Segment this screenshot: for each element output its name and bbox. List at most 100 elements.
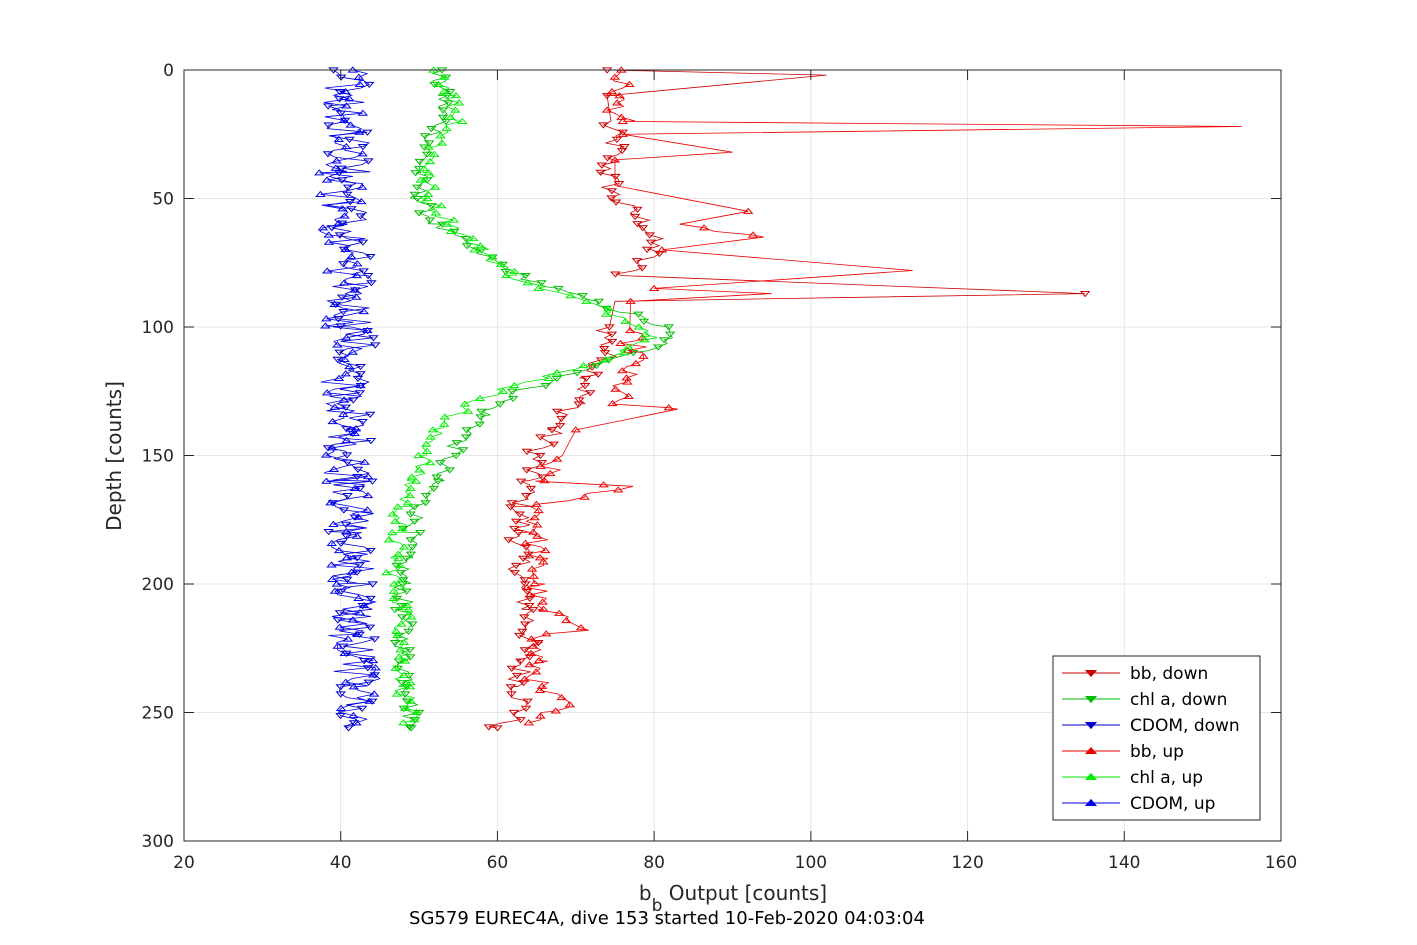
data-point [507,395,519,403]
data-point [509,381,520,389]
data-point [508,525,520,533]
data-point [507,388,518,395]
data-point [449,106,461,113]
data-point [351,293,362,300]
data-point [603,304,614,312]
data-point [540,546,551,554]
data-point [411,184,423,191]
data-point [437,107,449,114]
data-point [610,199,622,206]
data-point [556,415,567,423]
x-tick-label: 20 [173,853,195,873]
data-point [599,350,611,357]
data-point [637,225,649,232]
data-point [418,165,430,172]
data-point [405,725,417,732]
data-point [405,511,416,518]
data-point [538,605,549,612]
data-point [323,238,335,245]
data-point [595,169,606,176]
data-point [579,493,590,500]
data-point [524,595,536,602]
data-point [388,580,400,587]
series-line [523,69,1242,724]
data-point [533,656,545,664]
y-tick-label: 300 [142,832,174,852]
data-point [570,426,582,433]
data-point [519,621,531,628]
data-point [551,455,563,462]
data-point [623,343,634,350]
data-point [405,537,416,544]
data-point [327,575,338,582]
data-point [398,543,410,550]
data-point [358,268,369,275]
data-point [389,607,401,614]
series-chl-a-down [389,67,676,732]
data-point [521,467,533,474]
data-point [514,511,526,518]
data-point [321,176,333,183]
data-point [600,310,612,317]
data-point [322,151,334,158]
x-axis-label: bb Output [counts] [639,881,827,916]
data-point [636,265,648,272]
data-point [322,445,334,452]
data-point [513,632,525,640]
data-point [407,621,418,628]
data-point [342,184,354,191]
data-point [573,401,584,408]
data-point [340,245,351,252]
data-point [351,271,363,279]
data-point [338,279,350,286]
data-point [611,136,623,143]
data-point [358,601,370,609]
data-point [349,429,361,436]
data-point [520,273,531,280]
data-point [387,510,398,517]
data-point [580,375,592,383]
data-point [370,664,381,671]
data-point [638,318,650,325]
data-point [395,646,406,653]
data-point [329,300,340,307]
data-point [653,344,664,351]
data-point [413,210,425,217]
data-point [509,267,520,275]
legend-entry-label: CDOM, down [1130,716,1240,736]
data-point [321,389,333,396]
data-point [356,705,368,712]
data-point [329,587,341,594]
data-point [338,261,349,268]
data-point [506,691,517,698]
data-point [338,396,350,403]
data-point [632,206,643,213]
data-point [365,254,376,261]
data-point [346,252,357,260]
data-point [565,292,576,299]
data-point [564,701,576,708]
data-point [424,217,436,224]
data-point [526,565,538,572]
data-point [495,260,507,267]
data-point [333,374,345,381]
data-point [606,188,618,195]
data-point [351,473,363,481]
y-axis-label: Depth [counts] [102,381,126,531]
data-point [520,544,532,551]
data-point [364,624,376,631]
data-point [337,205,348,212]
data-point [532,532,543,539]
data-point [611,99,623,106]
data-point [401,698,413,705]
data-point [407,544,418,551]
data-point [441,124,452,132]
data-point [339,649,350,656]
data-point [422,194,433,202]
data-point [365,438,377,445]
data-point [429,183,441,190]
data-point [606,338,618,345]
data-point [523,719,535,726]
data-point [366,280,377,287]
data-point [383,536,395,543]
